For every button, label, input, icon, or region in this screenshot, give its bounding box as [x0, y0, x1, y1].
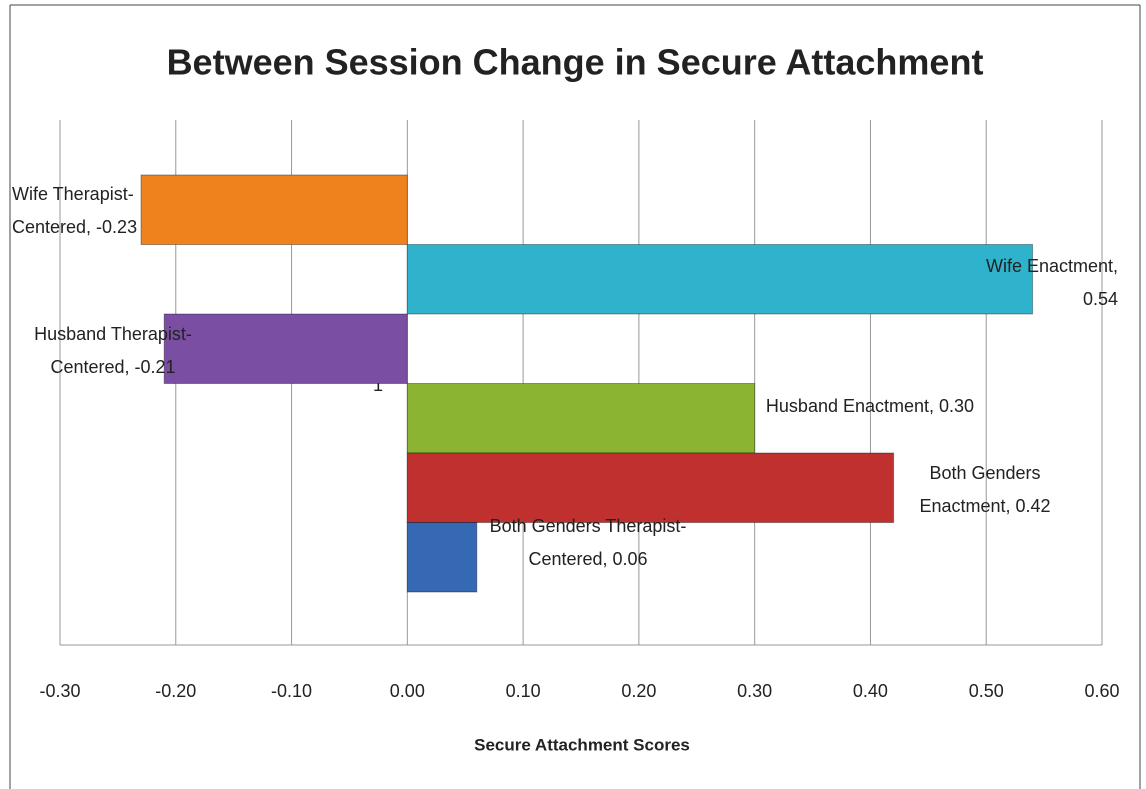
bar [406, 383, 756, 454]
data-label: Husband Therapist-Centered, -0.21 [34, 324, 192, 377]
x-tick-label: 0.60 [1084, 681, 1119, 701]
x-axis-title: Secure Attachment Scores [474, 735, 690, 754]
bar [140, 174, 408, 245]
bar [406, 244, 1034, 315]
bar [406, 522, 478, 593]
annotation: 1 [373, 375, 383, 395]
x-tick-label: 0.00 [390, 681, 425, 701]
x-tick-label: -0.30 [39, 681, 80, 701]
bar [406, 452, 895, 523]
x-tick-label: -0.10 [271, 681, 312, 701]
data-label: Both Genders Enactment, 0.42 [919, 463, 1051, 516]
x-tick-label: 0.20 [621, 681, 656, 701]
x-tick-label: 0.10 [506, 681, 541, 701]
bar [163, 313, 408, 384]
data-label: Wife Therapist-Centered, -0.23 [12, 184, 138, 237]
data-label: Wife Enactment, 0.54 [985, 256, 1118, 309]
data-label: Both Genders Therapist-Centered, 0.06 [489, 516, 687, 569]
chart-title: Between Session Change in Secure Attachm… [167, 42, 984, 83]
x-tick-label: 0.40 [853, 681, 888, 701]
x-tick-label: -0.20 [155, 681, 196, 701]
x-tick-label: 0.50 [969, 681, 1004, 701]
x-tick-label: 0.30 [737, 681, 772, 701]
data-label: Husband Enactment, 0.30 [765, 396, 975, 416]
